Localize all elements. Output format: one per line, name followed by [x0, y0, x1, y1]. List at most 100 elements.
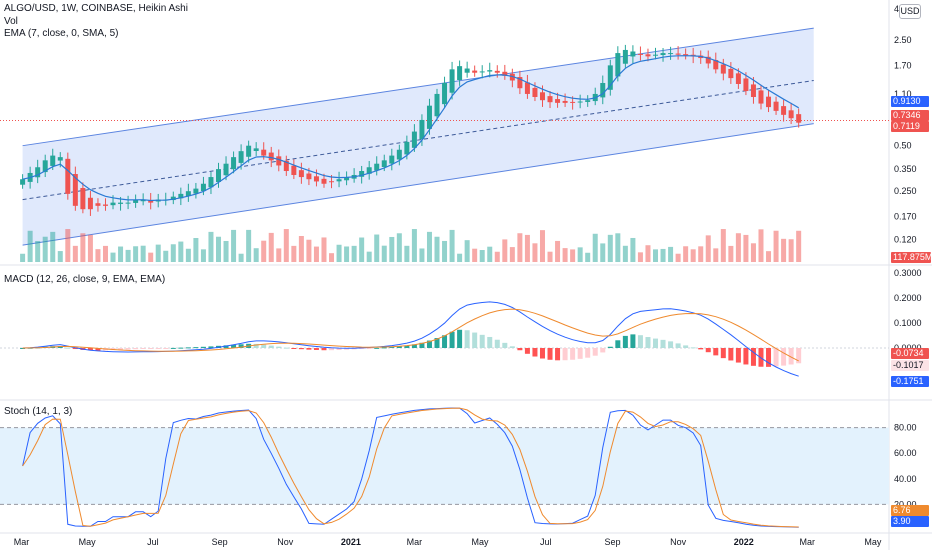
candle-body	[600, 82, 606, 98]
candle-body	[487, 70, 493, 72]
volume-bar	[72, 245, 78, 262]
candle-body	[630, 51, 636, 57]
volume-bar	[27, 230, 33, 262]
candle-body	[238, 151, 244, 163]
stoch-tick-label: 20.00	[894, 499, 917, 509]
macd-histogram-bar	[773, 348, 779, 367]
stoch-band	[0, 427, 889, 505]
candle-body	[193, 188, 199, 194]
ema-price-tag: 0.9130	[891, 96, 929, 107]
candle-body	[555, 99, 561, 103]
volume-bar	[758, 229, 764, 262]
macd-histogram-bar	[781, 348, 787, 366]
volume-bar	[298, 236, 304, 262]
candle-body	[668, 53, 674, 55]
macd-histogram-bar	[133, 348, 139, 350]
time-tick-label: May	[864, 537, 882, 547]
macd-tick-label: 0.2000	[894, 293, 922, 303]
macd-histogram-bar	[276, 346, 282, 348]
candle-body	[359, 171, 365, 177]
price-tick-label: 0.250	[894, 186, 917, 196]
volume-bar	[607, 234, 613, 262]
candle-body	[329, 181, 335, 183]
volume-bar	[87, 234, 93, 262]
time-tick-label: Jul	[540, 537, 552, 547]
volume-bar	[306, 239, 312, 262]
volume-bar	[80, 233, 86, 262]
volume-bar	[796, 230, 802, 262]
macd-histogram-bar	[125, 348, 131, 350]
candle-body	[773, 101, 779, 111]
volume-bar	[216, 236, 222, 262]
macd-histogram-bar	[660, 339, 666, 348]
macd-histogram-bar	[607, 346, 613, 348]
candle-body	[675, 53, 681, 55]
macd-histogram-bar	[690, 347, 696, 349]
time-tick-label: Sep	[212, 537, 228, 547]
macd-legend: MACD (12, 26, close, 9, EMA, EMA)	[4, 274, 166, 285]
price-tick-label: 0.120	[894, 234, 917, 244]
candle-body	[389, 155, 395, 164]
candle-body	[796, 114, 802, 123]
volume-bar	[42, 236, 48, 262]
candle-body	[509, 73, 515, 81]
volume-bar	[464, 240, 470, 262]
macd-histogram-bar	[313, 348, 319, 350]
macd-histogram-bar	[547, 348, 553, 360]
volume-bar	[313, 246, 319, 262]
macd-histogram-bar	[494, 339, 500, 348]
candle-body	[283, 160, 289, 172]
volume-bar	[690, 249, 696, 262]
volume-bar	[487, 246, 493, 262]
last-price-tag: 0.7346	[891, 110, 929, 121]
candle-body	[231, 157, 237, 170]
volume-bar	[65, 229, 71, 262]
macd-hist-tag: -0.0734	[891, 348, 929, 359]
macd-histogram-bar	[464, 330, 470, 348]
macd-line-tag: -0.1751	[891, 376, 929, 387]
volume-bar	[246, 229, 252, 262]
stoch-legend: Stoch (14, 1, 3)	[4, 406, 73, 417]
volume-bar	[253, 248, 259, 262]
volume-bar	[705, 235, 711, 262]
macd-histogram-bar	[396, 346, 402, 348]
macd-histogram-bar	[193, 347, 199, 349]
candle-body	[577, 101, 583, 103]
volume-bar	[698, 246, 704, 262]
candle-body	[268, 152, 274, 161]
volume-bar	[479, 250, 485, 262]
volume-bar	[630, 237, 636, 262]
macd-histogram-bar	[532, 348, 538, 357]
macd-histogram-bar	[87, 348, 93, 351]
candle-body	[253, 148, 259, 151]
macd-histogram-bar	[796, 348, 802, 364]
macd-histogram-bar	[163, 348, 169, 349]
macd-line	[22, 301, 799, 377]
currency-button[interactable]: USD	[899, 4, 921, 19]
candle-body	[344, 177, 350, 181]
candle-body	[705, 56, 711, 64]
candle-body	[336, 179, 342, 182]
volume-bar	[351, 245, 357, 262]
macd-histogram-bar	[479, 334, 485, 348]
candle-body	[562, 100, 568, 103]
volume-bar	[336, 244, 342, 262]
volume-bar	[788, 239, 794, 262]
candle-body	[411, 131, 417, 148]
volume-bar	[675, 253, 681, 262]
volume-tag: 117.875M	[891, 252, 932, 263]
channel-mid-line	[22, 80, 814, 201]
candle-body	[517, 77, 523, 89]
macd-histogram-bar	[306, 348, 312, 350]
price-tick-label: 0.50	[894, 141, 912, 151]
candle-body	[321, 178, 327, 184]
volume-bar	[585, 252, 591, 262]
macd-histogram-bar	[20, 348, 26, 349]
stoch-k-tag: 3.90	[891, 516, 929, 527]
macd-histogram-bar	[705, 348, 711, 353]
candle-body	[479, 71, 485, 73]
candle-body	[766, 96, 772, 108]
macd-histogram-bar	[381, 347, 387, 349]
candle-body	[683, 54, 689, 56]
